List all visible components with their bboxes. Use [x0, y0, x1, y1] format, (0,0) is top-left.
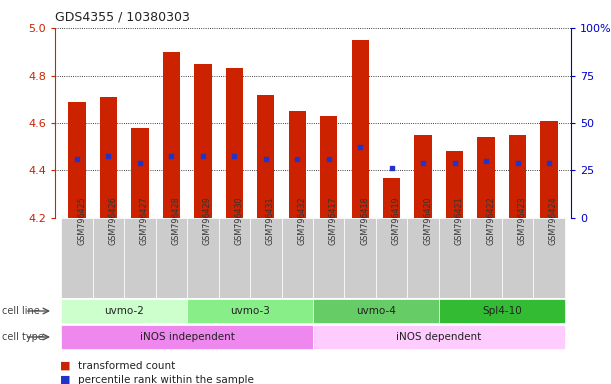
Bar: [477, 137, 495, 218]
Bar: [131, 128, 148, 218]
Bar: [250, 218, 282, 298]
Text: GSM796423: GSM796423: [518, 196, 527, 245]
Bar: [124, 218, 156, 298]
Text: GDS4355 / 10380303: GDS4355 / 10380303: [55, 11, 190, 24]
Bar: [376, 218, 408, 298]
Text: ■: ■: [60, 361, 70, 371]
Bar: [61, 324, 313, 349]
Text: GSM796428: GSM796428: [172, 196, 180, 245]
Text: GSM796430: GSM796430: [235, 196, 243, 245]
Bar: [439, 218, 470, 298]
Text: cell type: cell type: [2, 332, 44, 342]
Bar: [320, 116, 337, 218]
Bar: [470, 218, 502, 298]
Text: transformed count: transformed count: [78, 361, 175, 371]
Text: GSM796432: GSM796432: [298, 196, 306, 245]
Text: GSM796427: GSM796427: [140, 196, 149, 245]
Text: GSM796418: GSM796418: [360, 196, 369, 245]
Bar: [351, 40, 369, 218]
Text: uvmo-4: uvmo-4: [356, 306, 396, 316]
Text: GSM796424: GSM796424: [549, 196, 558, 245]
Text: uvmo-3: uvmo-3: [230, 306, 270, 316]
Text: ■: ■: [60, 375, 70, 384]
Bar: [439, 298, 565, 323]
Bar: [219, 218, 250, 298]
Text: iNOS dependent: iNOS dependent: [396, 332, 481, 342]
Bar: [414, 135, 432, 218]
Bar: [540, 121, 558, 218]
Bar: [194, 64, 211, 218]
Bar: [257, 94, 274, 218]
Bar: [225, 68, 243, 218]
Bar: [187, 218, 219, 298]
Text: cell line: cell line: [2, 306, 40, 316]
Text: percentile rank within the sample: percentile rank within the sample: [78, 375, 254, 384]
Bar: [187, 298, 313, 323]
Bar: [68, 102, 86, 218]
Text: GSM796425: GSM796425: [77, 196, 86, 245]
Bar: [313, 324, 565, 349]
Bar: [345, 218, 376, 298]
Text: uvmo-2: uvmo-2: [104, 306, 144, 316]
Text: GSM796421: GSM796421: [455, 196, 464, 245]
Bar: [282, 218, 313, 298]
Bar: [163, 52, 180, 218]
Bar: [533, 218, 565, 298]
Bar: [288, 111, 306, 218]
Text: iNOS independent: iNOS independent: [140, 332, 235, 342]
Bar: [156, 218, 187, 298]
Text: GSM796420: GSM796420: [423, 196, 432, 245]
Text: GSM796419: GSM796419: [392, 196, 401, 245]
Bar: [446, 152, 463, 218]
Text: GSM796431: GSM796431: [266, 196, 275, 245]
Bar: [408, 218, 439, 298]
Text: GSM796426: GSM796426: [109, 196, 117, 245]
Bar: [93, 218, 124, 298]
Bar: [61, 218, 93, 298]
Bar: [100, 97, 117, 218]
Bar: [509, 135, 526, 218]
Bar: [313, 218, 345, 298]
Text: GSM796422: GSM796422: [486, 196, 495, 245]
Text: GSM796429: GSM796429: [203, 196, 212, 245]
Bar: [61, 298, 187, 323]
Text: Spl4-10: Spl4-10: [482, 306, 522, 316]
Text: GSM796417: GSM796417: [329, 196, 338, 245]
Bar: [313, 298, 439, 323]
Bar: [383, 178, 400, 218]
Bar: [502, 218, 533, 298]
